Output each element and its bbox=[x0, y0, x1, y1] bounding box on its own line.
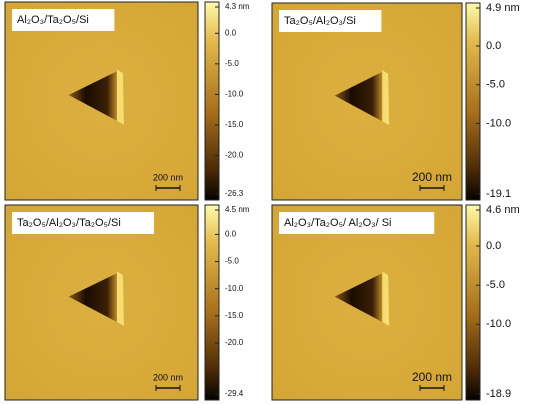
indent bbox=[68, 71, 117, 121]
colorbar-tick-label: -19.1 bbox=[486, 188, 511, 200]
label-box bbox=[12, 9, 115, 31]
indent bbox=[334, 273, 383, 322]
colorbar-tick-label: -5.0 bbox=[225, 59, 239, 68]
colorbar-tick-label: -5.0 bbox=[486, 279, 505, 291]
colorbar-tick-label: -5.0 bbox=[225, 257, 239, 266]
colorbar-tick-label: 0.0 bbox=[486, 40, 501, 52]
indent-glow bbox=[116, 271, 124, 326]
colorbar-tick-label: -20.0 bbox=[225, 338, 244, 347]
panel-label: Al₂O₃/Ta₂O₅/Si bbox=[17, 14, 89, 26]
colorbar-tick-label: -26.3 bbox=[225, 189, 244, 198]
indent-glow bbox=[382, 271, 390, 326]
colorbar-tick-label: -18.9 bbox=[486, 388, 511, 400]
label-box bbox=[279, 212, 435, 234]
colorbar bbox=[204, 1, 220, 201]
colorbar-tick-label: 4.9 nm bbox=[486, 2, 520, 14]
indent bbox=[334, 71, 383, 122]
colorbar-tick-label: 0.0 bbox=[486, 240, 501, 252]
colorbar-tick-label: -15.0 bbox=[225, 311, 244, 320]
colorbar-tick-label: 0.0 bbox=[225, 230, 237, 239]
colorbar-tick-label: 4.5 nm bbox=[225, 205, 250, 214]
colorbar-tick-label: -10.0 bbox=[225, 89, 244, 98]
colorbar-tick-label: -29.4 bbox=[225, 389, 244, 398]
scale-bar-label: 200 nm bbox=[153, 372, 183, 382]
colorbar-tick-label: 0.0 bbox=[225, 28, 237, 37]
indent-glow bbox=[382, 69, 390, 126]
colorbar bbox=[204, 204, 220, 401]
panel-label: Ta₂O₅/Al₂O₃/Si bbox=[284, 15, 356, 27]
colorbar-tick-label: 4.6 nm bbox=[486, 204, 520, 216]
colorbar-tick-label: -10.0 bbox=[225, 284, 244, 293]
indent bbox=[68, 273, 117, 322]
colorbar-tick-label: -10.0 bbox=[486, 117, 511, 129]
colorbar-tick-label: -5.0 bbox=[486, 79, 505, 91]
colorbar-tick-label: 4.3 nm bbox=[225, 2, 250, 11]
panel-label: Al₂O₃/Ta₂O₅/ Al₂O₃/ Si bbox=[284, 217, 392, 229]
indent-glow bbox=[116, 69, 124, 125]
colorbar-tick-label: -15.0 bbox=[225, 120, 244, 129]
scale-bar-label: 200 nm bbox=[153, 172, 183, 182]
colorbar-tick-label: -20.0 bbox=[225, 151, 244, 160]
label-box bbox=[279, 10, 382, 32]
panel-label: Ta₂O₅/Al₂O₃/Ta₂O₅/Si bbox=[17, 217, 121, 229]
colorbar-tick-label: -10.0 bbox=[486, 318, 511, 330]
label-box bbox=[12, 212, 154, 234]
scale-bar-label: 200 nm bbox=[412, 170, 452, 184]
colorbar bbox=[465, 2, 481, 201]
colorbar bbox=[465, 204, 481, 401]
scale-bar-label: 200 nm bbox=[412, 370, 452, 384]
